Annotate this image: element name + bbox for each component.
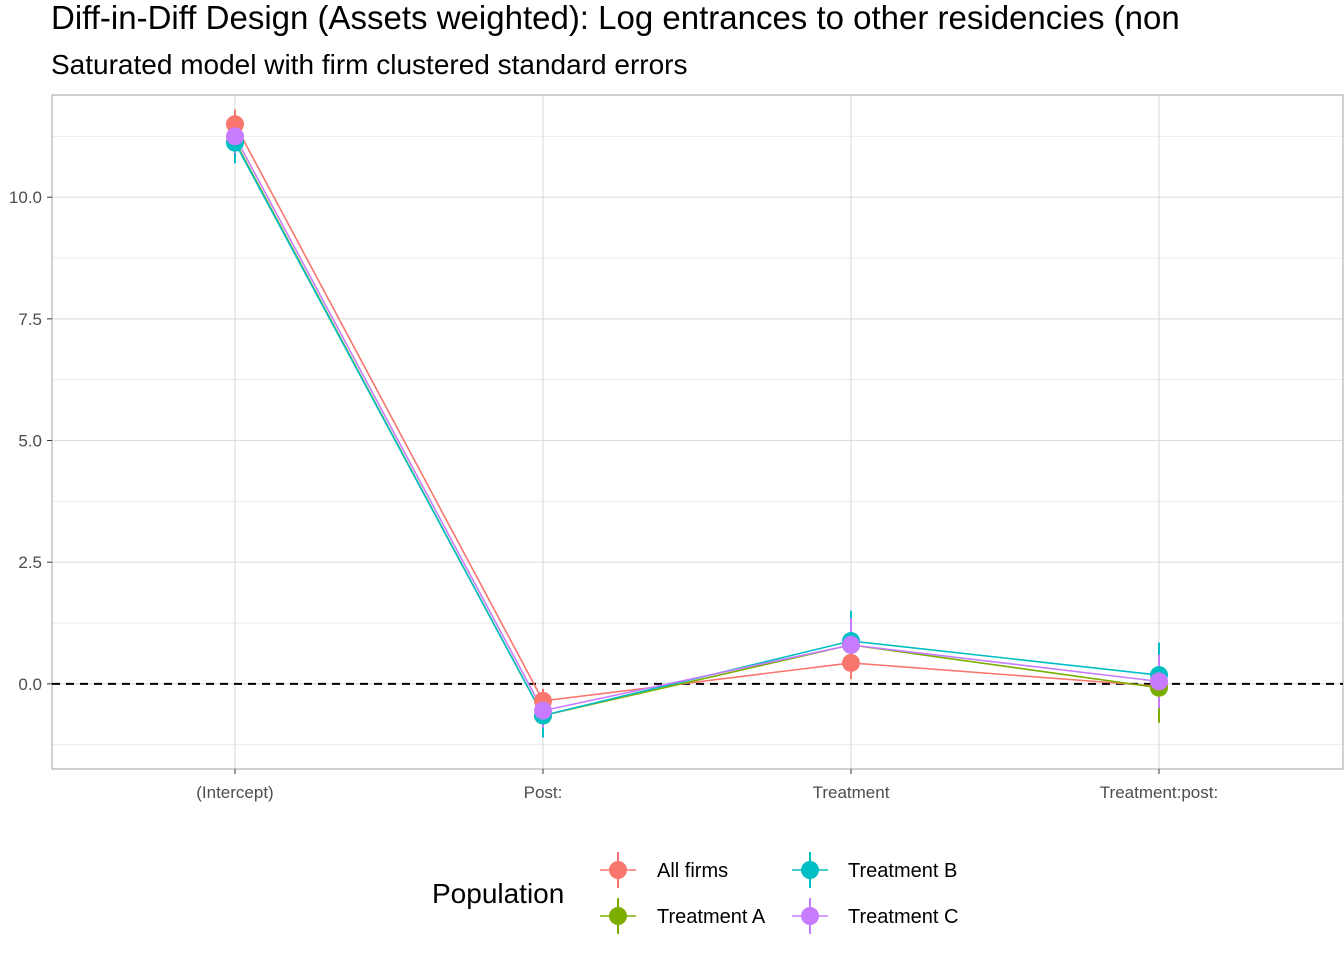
y-tick-label: 7.5 <box>18 310 42 329</box>
x-tick-label: Post: <box>524 783 563 802</box>
legend-label: All firms <box>657 860 728 882</box>
series-line <box>234 140 1160 717</box>
legend-label: Treatment B <box>848 860 957 882</box>
legend-key-point <box>609 907 627 925</box>
y-tick-label: 5.0 <box>18 432 42 451</box>
y-tick-label: 0.0 <box>18 675 42 694</box>
series-line <box>234 123 1160 702</box>
data-point <box>842 653 860 672</box>
legend-title: Population <box>432 878 564 909</box>
data-point <box>226 127 244 146</box>
chart-title: Diff-in-Diff Design (Assets weighted): L… <box>51 0 1180 36</box>
data-point <box>1150 672 1168 691</box>
legend-label: Treatment C <box>848 906 958 928</box>
series-line <box>234 142 1160 717</box>
legend-label: Treatment A <box>657 906 766 928</box>
chart-subtitle: Saturated model with firm clustered stan… <box>51 49 688 80</box>
x-tick-label: (Intercept) <box>196 783 273 802</box>
legend-key-point <box>801 907 819 925</box>
y-tick-label: 10.0 <box>9 188 42 207</box>
series-marks <box>226 109 1168 738</box>
series-line <box>234 135 1160 712</box>
data-point <box>534 701 552 720</box>
y-tick-label: 2.5 <box>18 553 42 572</box>
legend: Population All firms Treatment A Treatment… <box>432 852 958 934</box>
x-tick-label: Treatment <box>813 783 890 802</box>
axis-labels: 0.0 2.5 5.0 7.5 10.0 (Intercept) Post: Treatmen… <box>9 188 1218 802</box>
x-tick-label: Treatment:post: <box>1100 783 1218 802</box>
data-point <box>842 635 860 654</box>
legend-key-point <box>801 861 819 879</box>
plot-panel <box>51 94 1344 770</box>
panel-border <box>51 94 1344 770</box>
legend-key-point <box>609 861 627 879</box>
